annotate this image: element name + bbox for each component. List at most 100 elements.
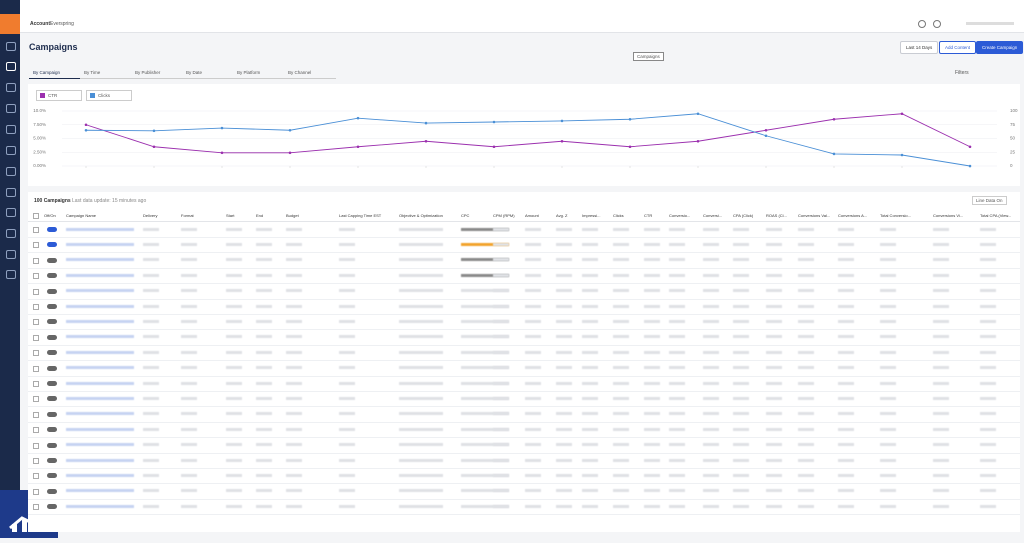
blurred-cell xyxy=(286,304,302,308)
toggle[interactable] xyxy=(47,442,57,448)
toggle[interactable] xyxy=(47,242,57,248)
blurred-cell xyxy=(838,366,854,370)
checkbox[interactable] xyxy=(33,227,39,233)
column-header[interactable]: Delivery xyxy=(143,213,158,218)
checkbox[interactable] xyxy=(33,273,39,280)
logo[interactable] xyxy=(0,14,20,34)
column-header[interactable]: Impressi... xyxy=(582,213,601,218)
checkbox[interactable] xyxy=(33,288,39,295)
checkbox[interactable] xyxy=(33,381,39,387)
column-header[interactable]: ROAS (Cl... xyxy=(766,213,787,218)
account-name[interactable]: Everspring xyxy=(50,21,74,27)
column-header[interactable]: Conversions Vi... xyxy=(933,213,964,218)
blurred-cell xyxy=(644,258,660,262)
checkbox[interactable] xyxy=(33,396,39,403)
column-header[interactable]: Conversions Val... xyxy=(798,213,831,218)
column-header[interactable]: Total CPA (View... xyxy=(980,213,1012,218)
column-header[interactable]: Campaign Name xyxy=(66,213,97,218)
column-header[interactable]: Last Capping Time EST xyxy=(339,213,382,218)
nav-icon[interactable] xyxy=(6,104,16,113)
toggle[interactable] xyxy=(47,273,57,279)
tab[interactable]: By Campaign xyxy=(29,68,81,79)
toggle[interactable] xyxy=(47,458,57,463)
tab[interactable]: By Channel xyxy=(284,68,336,79)
toggle[interactable] xyxy=(47,319,57,325)
toggle[interactable] xyxy=(47,350,57,356)
toggle[interactable] xyxy=(47,288,57,294)
column-header[interactable]: Avg. Z xyxy=(556,213,568,218)
toggle[interactable] xyxy=(47,257,57,263)
checkbox[interactable] xyxy=(33,334,39,341)
nav-icon[interactable] xyxy=(6,208,16,217)
checkbox[interactable] xyxy=(33,350,39,357)
checkbox[interactable] xyxy=(33,319,39,326)
toggle[interactable] xyxy=(47,365,57,371)
date-range[interactable]: Last 14 Days xyxy=(900,41,939,54)
checkbox[interactable] xyxy=(33,442,39,449)
column-header[interactable]: CPC xyxy=(461,213,470,218)
nav-icon[interactable] xyxy=(6,167,16,176)
blurred-cell xyxy=(980,504,996,508)
nav-icon[interactable] xyxy=(6,250,16,259)
column-header[interactable]: Amount xyxy=(525,213,539,218)
nav-icon[interactable] xyxy=(6,83,16,92)
nav-icon[interactable] xyxy=(6,270,16,279)
toggle[interactable] xyxy=(47,381,57,386)
checkbox[interactable] xyxy=(33,504,39,511)
checkbox[interactable] xyxy=(33,473,39,480)
tab[interactable]: By Date xyxy=(182,68,234,79)
toggle[interactable] xyxy=(47,504,57,510)
column-header[interactable]: CPM (RPM) xyxy=(493,213,515,218)
checkbox[interactable] xyxy=(33,257,39,264)
column-header[interactable]: Conversions A... xyxy=(838,213,868,218)
column-header[interactable]: CPA (Click) xyxy=(733,213,754,218)
column-header[interactable]: End xyxy=(256,213,264,218)
line-data-toggle[interactable]: Line Data On xyxy=(972,196,1007,205)
toggle[interactable] xyxy=(47,473,57,479)
metric-select[interactable]: Clicks xyxy=(86,90,132,101)
checkbox[interactable] xyxy=(33,488,39,495)
column-header[interactable]: Objective & Optimization xyxy=(399,213,443,218)
nav-icon[interactable] xyxy=(6,42,16,51)
column-header[interactable]: Budget xyxy=(286,213,299,218)
nav-icon[interactable] xyxy=(6,146,16,155)
checkbox[interactable] xyxy=(33,458,39,464)
nav-icon[interactable] xyxy=(6,188,16,197)
checkbox[interactable] xyxy=(33,304,39,310)
toggle[interactable] xyxy=(47,304,57,309)
column-header[interactable]: CTR xyxy=(644,213,653,218)
column-header[interactable]: Start xyxy=(226,213,235,218)
checkbox[interactable] xyxy=(33,213,39,219)
column-header[interactable]: Off/On xyxy=(44,213,56,218)
checkbox[interactable] xyxy=(33,242,39,249)
tab[interactable]: By Publisher xyxy=(131,68,183,79)
toggle[interactable] xyxy=(47,334,57,340)
tab[interactable]: By Time xyxy=(80,68,132,79)
bell[interactable] xyxy=(918,20,926,28)
metric-select[interactable]: CTR xyxy=(36,90,82,101)
column-header[interactable]: Clicks xyxy=(613,213,624,218)
toggle[interactable] xyxy=(47,411,57,417)
toggle[interactable] xyxy=(47,427,57,433)
nav-icon[interactable] xyxy=(6,125,16,134)
column-header[interactable]: Conversio... xyxy=(669,213,691,218)
checkbox[interactable] xyxy=(33,427,39,434)
blurred-cell xyxy=(669,227,685,231)
column-header[interactable]: Total Conversio... xyxy=(880,213,911,218)
column-header[interactable]: Format xyxy=(181,213,194,218)
checkbox[interactable] xyxy=(33,411,39,418)
user-menu[interactable] xyxy=(966,22,1014,25)
tab[interactable]: By Platform xyxy=(233,68,285,79)
toggle[interactable] xyxy=(47,488,57,494)
add-content[interactable]: Add Content xyxy=(939,41,977,54)
filters[interactable]: Filters xyxy=(955,70,969,76)
help[interactable] xyxy=(933,20,941,28)
nav-icon[interactable] xyxy=(6,229,16,238)
blurred-cell xyxy=(669,335,685,339)
checkbox[interactable] xyxy=(33,365,39,372)
toggle[interactable] xyxy=(47,227,57,232)
nav-icon[interactable] xyxy=(6,62,16,71)
toggle[interactable] xyxy=(47,396,57,402)
column-header[interactable]: Conversi... xyxy=(703,213,723,218)
create-campaign[interactable]: Create Campaign xyxy=(976,41,1024,54)
